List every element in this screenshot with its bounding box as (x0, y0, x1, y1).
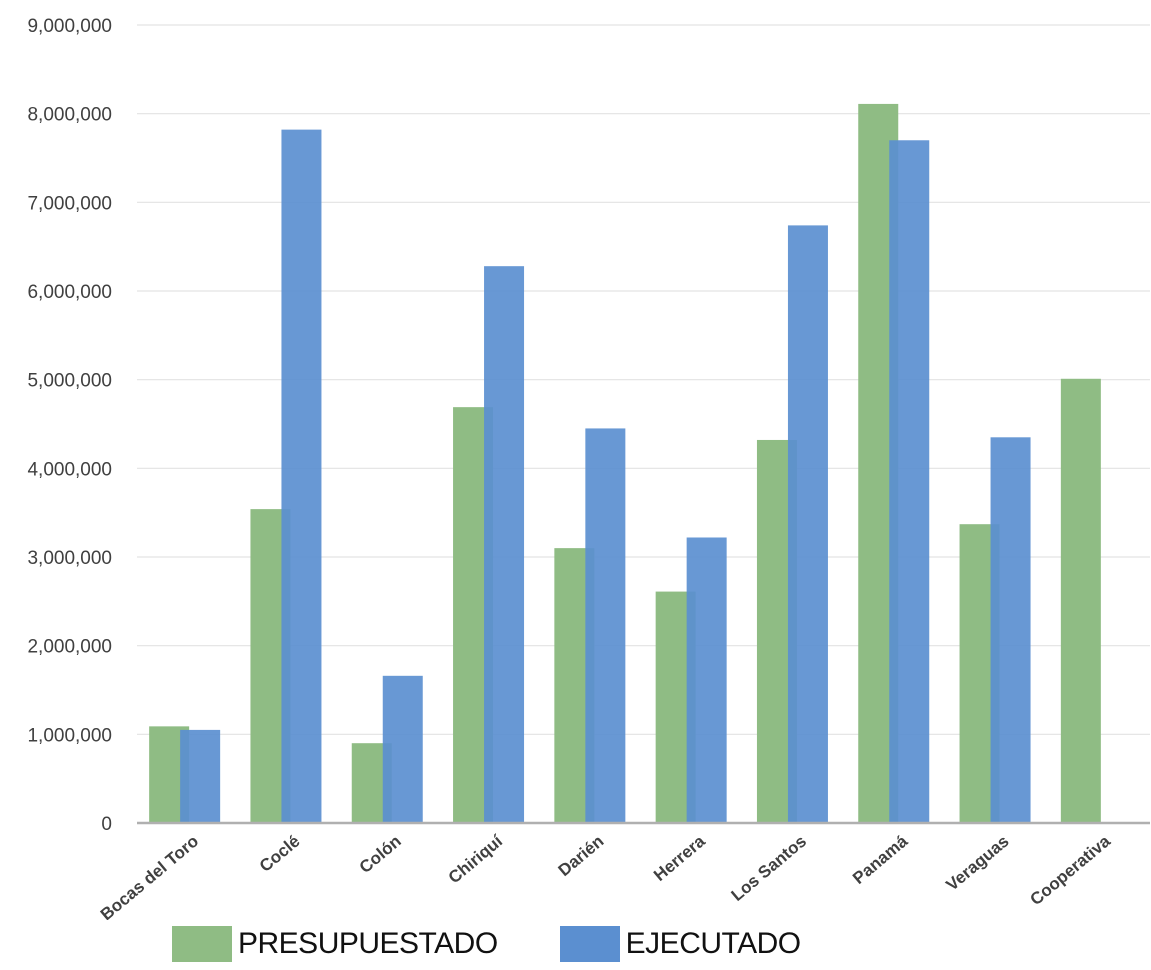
y-tick-label: 0 (101, 814, 112, 835)
legend-label-ejecutado: EJECUTADO (625, 927, 801, 960)
bar-ejecutado (889, 140, 930, 823)
legend-label-presupuestado: PRESUPUESTADO (238, 927, 498, 960)
y-tick-label: 6,000,000 (27, 282, 112, 303)
x-tick-label: Chiriquí (445, 831, 507, 888)
bar-ejecutado (180, 729, 221, 823)
bar-ejecutado (585, 428, 626, 823)
y-tick-label: 1,000,000 (27, 725, 112, 746)
legend-swatch-presupuestado (172, 926, 232, 962)
x-tick-label: Colón (356, 832, 405, 878)
y-tick-label: 4,000,000 (27, 459, 112, 480)
y-tick-label: 5,000,000 (27, 371, 112, 392)
x-tick-label: Darién (555, 832, 608, 881)
y-tick-label: 8,000,000 (27, 105, 112, 126)
x-tick-label: Panamá (849, 831, 912, 888)
bar-ejecutado (787, 225, 828, 824)
legend-item-ejecutado: EJECUTADO (559, 926, 801, 962)
x-tick-label: Herrera (650, 831, 709, 885)
bar-ejecutado (484, 266, 525, 823)
legend-item-presupuestado: PRESUPUESTADO (172, 926, 498, 962)
bar-ejecutado (281, 129, 322, 824)
y-tick-label: 2,000,000 (27, 637, 112, 658)
y-tick-label: 3,000,000 (27, 548, 112, 569)
bar-ejecutado (686, 537, 727, 823)
legend: PRESUPUESTADO EJECUTADO (172, 924, 863, 964)
x-tick-label: Cooperativa (1026, 831, 1114, 909)
bar-chart: 0 1,000,000 2,000,000 3,000,000 4,000,000 5,0… (27, 16, 1150, 920)
bars (149, 103, 1101, 824)
bar-presupuestado (1060, 378, 1101, 823)
y-tick-label: 9,000,000 (27, 16, 112, 37)
x-tick-label: Coclé (256, 832, 304, 876)
x-tick-label: Bocas del Toro (97, 832, 202, 920)
y-tick-label: 7,000,000 (27, 193, 112, 214)
bar-ejecutado (990, 437, 1031, 823)
x-tick-label: Los Santos (728, 832, 810, 905)
bar-ejecutado (382, 675, 423, 823)
x-axis-ticks: Bocas del Toro Coclé Colón Chiriquí Darién He… (97, 831, 1114, 920)
y-axis-ticks: 0 1,000,000 2,000,000 3,000,000 4,000,000 5,0… (27, 16, 112, 835)
legend-swatch-ejecutado (559, 926, 620, 962)
x-tick-label: Veraguas (942, 832, 1012, 895)
